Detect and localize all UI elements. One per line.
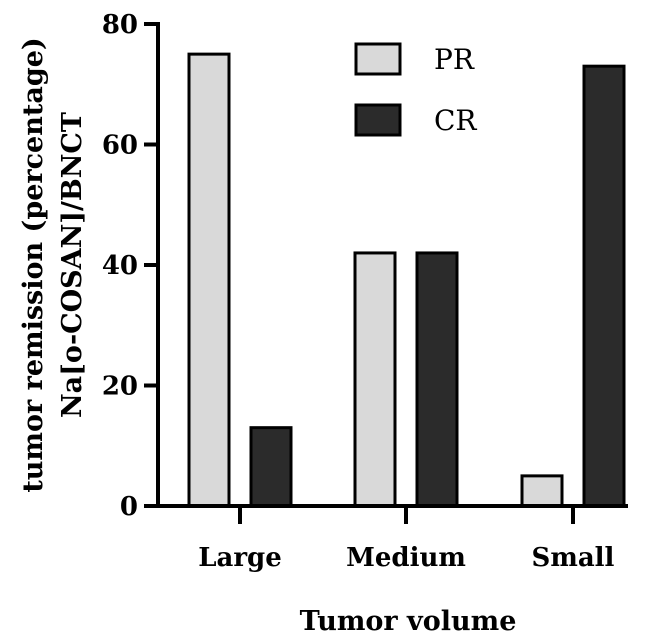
x-tick-label-large: Large	[198, 543, 282, 573]
legend-label-cr: CR	[434, 104, 477, 137]
plot-area: 0 20 40 60 80 Large Medium Small PR CR	[102, 10, 628, 573]
x-axis-title: Tumor volume	[300, 606, 517, 637]
y-tick-label-40: 40	[102, 251, 138, 281]
legend-swatch-pr	[354, 42, 402, 76]
y-tick-label-20: 20	[102, 372, 138, 402]
y-axis-title: tumor remission (percentage) Na[o-COSAN]…	[18, 37, 88, 492]
bar-cr-medium	[415, 251, 459, 508]
legend-swatch-cr	[354, 103, 402, 137]
legend-label-pr: PR	[434, 43, 475, 76]
bar-pr-medium	[353, 251, 397, 508]
y-axis-title-line-2: Na[o-COSAN]/BNCT	[57, 112, 88, 418]
y-axis-title-line-1: tumor remission (percentage)	[18, 37, 49, 492]
x-tick-label-small: Small	[532, 543, 615, 573]
y-tick-label-80: 80	[102, 10, 138, 40]
bar-pr-large	[187, 52, 231, 508]
bar-pr-small	[520, 474, 564, 508]
bar-cr-small	[582, 64, 626, 508]
y-tick-label-60: 60	[102, 131, 138, 161]
x-tick-label-medium: Medium	[346, 543, 466, 573]
y-tick-label-0: 0	[120, 492, 138, 522]
bar-cr-large	[249, 426, 293, 508]
